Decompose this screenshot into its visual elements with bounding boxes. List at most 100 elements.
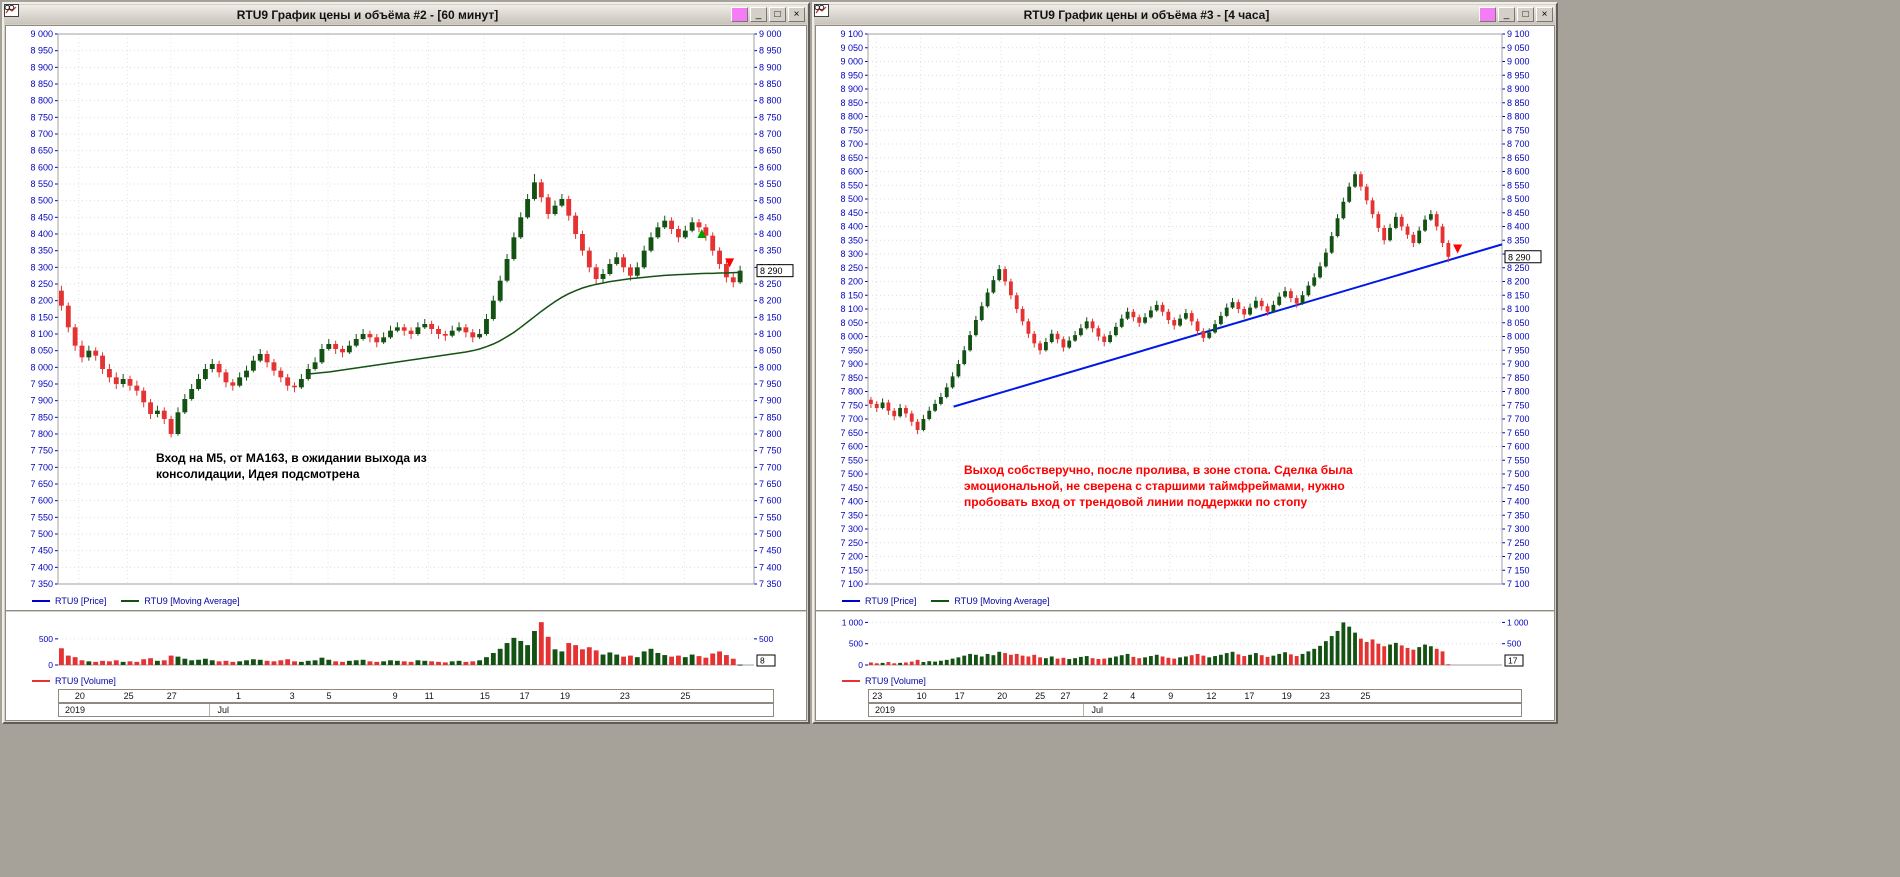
date-tick: 27 [1060,691,1071,701]
price-chart[interactable]: 7 100 7 100 7 150 7 150 7 200 7 200 7 250 7 250… [816,26,1554,594]
svg-text:8 300: 8 300 [30,262,53,272]
volume-line-swatch [842,680,860,682]
price-legend-label: RTU9 [Price] [55,596,107,606]
date-axis: 23 10 17 20 25 27 2 4 9 12 17 19 23 25 [868,689,1522,703]
svg-text:7 300: 7 300 [840,524,863,534]
svg-text:9 000: 9 000 [1507,57,1530,67]
month-divider [209,704,211,716]
svg-text:7 700: 7 700 [30,462,53,472]
svg-text:8 000: 8 000 [1507,332,1530,342]
date-tick: 10 [916,691,927,701]
maximize-button[interactable]: □ [769,7,786,22]
svg-text:7 550: 7 550 [30,512,53,522]
svg-text:7 800: 7 800 [1507,387,1530,397]
svg-text:8 350: 8 350 [759,246,782,256]
minimize-button[interactable]: _ [1498,7,1515,22]
last-price-box: 8 290 [1504,250,1542,264]
svg-text:8 850: 8 850 [840,98,863,108]
svg-text:8 400: 8 400 [30,229,53,239]
svg-text:7 100: 7 100 [1507,579,1530,589]
date-axis: 20 25 27 1 3 5 9 11 15 17 19 23 25 [58,689,774,703]
svg-text:8 900: 8 900 [759,62,782,72]
date-tick: 11 [424,691,434,701]
svg-text:8 650: 8 650 [1507,153,1530,163]
svg-text:8 350: 8 350 [30,246,53,256]
svg-text:7 200: 7 200 [1507,552,1530,562]
svg-text:7 750: 7 750 [30,446,53,456]
svg-text:7 850: 7 850 [840,373,863,383]
trend-line[interactable] [953,243,1503,408]
svg-text:8 200: 8 200 [1507,277,1530,287]
svg-text:8 550: 8 550 [759,179,782,189]
svg-text:7 750: 7 750 [759,446,782,456]
svg-text:7 650: 7 650 [1507,428,1530,438]
svg-text:8 900: 8 900 [1507,84,1530,94]
pane-splitter[interactable] [816,610,1554,613]
price-pane-legend: RTU9 [Price] RTU9 [Moving Average] [842,595,1060,607]
svg-text:7 700: 7 700 [840,414,863,424]
svg-text:7 450: 7 450 [759,546,782,556]
titlebar[interactable]: RTU9 График цены и объёма #3 - [4 часа] … [814,4,1555,24]
month-divider [1083,704,1085,716]
svg-text:8 650: 8 650 [840,153,863,163]
svg-text:7 500: 7 500 [1507,469,1530,479]
svg-text:8 500: 8 500 [1507,194,1530,204]
month-label: Jul [1091,705,1103,715]
volume-chart[interactable]: 1 000 500 0 1 000 500 17 [816,615,1554,673]
close-button[interactable]: × [1536,7,1553,22]
svg-text:8 950: 8 950 [1507,70,1530,80]
price-chart[interactable]: 7 350 7 350 7 400 7 400 7 450 7 450 7 500 7 500… [6,26,806,594]
candles-layer [59,174,743,438]
svg-text:17: 17 [1508,656,1518,666]
svg-text:7 950: 7 950 [1507,345,1530,355]
volume-grid [868,621,1502,645]
svg-text:7 600: 7 600 [1507,442,1530,452]
svg-text:8 450: 8 450 [840,208,863,218]
titlebar-buttons: _ □ × [4,4,805,22]
svg-text:8 450: 8 450 [1507,208,1530,218]
date-tick: 19 [1281,691,1292,701]
svg-text:7 950: 7 950 [840,345,863,355]
pane-splitter[interactable] [6,610,806,613]
svg-text:8 250: 8 250 [759,279,782,289]
svg-text:8 400: 8 400 [759,229,782,239]
svg-text:7 300: 7 300 [1507,524,1530,534]
year-axis: 2019 Jul [868,703,1522,717]
volume-chart[interactable]: 500 0 500 8 [6,615,806,673]
svg-text:8: 8 [760,656,765,666]
svg-text:8 450: 8 450 [30,212,53,222]
link-button[interactable] [4,4,748,22]
svg-text:7 350: 7 350 [840,510,863,520]
date-tick: 20 [997,691,1008,701]
svg-text:8 800: 8 800 [1507,112,1530,122]
svg-text:8 850: 8 850 [1507,98,1530,108]
date-tick: 23 [1319,691,1330,701]
svg-text:8 550: 8 550 [30,179,53,189]
svg-text:7 450: 7 450 [1507,483,1530,493]
price-line-swatch [32,600,50,602]
svg-text:8 350: 8 350 [1507,235,1530,245]
date-tick: 4 [1130,691,1136,701]
svg-text:7 700: 7 700 [759,462,782,472]
close-button[interactable]: × [788,7,805,22]
svg-text:8 400: 8 400 [1507,222,1530,232]
svg-text:7 650: 7 650 [759,479,782,489]
titlebar[interactable]: RTU9 График цены и объёма #2 - [60 минут… [4,4,807,24]
svg-text:8 700: 8 700 [759,129,782,139]
maximize-button[interactable]: □ [1517,7,1534,22]
svg-text:8 150: 8 150 [840,290,863,300]
date-tick: 27 [166,691,177,701]
date-tick: 17 [1244,691,1255,701]
volume-axis-labels: 500 0 500 [39,634,774,670]
svg-text:500: 500 [849,639,863,649]
svg-text:8 150: 8 150 [30,312,53,322]
volume-bars [59,622,743,666]
svg-text:7 600: 7 600 [759,496,782,506]
link-button[interactable] [814,4,1496,22]
svg-text:8 100: 8 100 [840,304,863,314]
minimize-button[interactable]: _ [750,7,767,22]
svg-text:8 950: 8 950 [30,46,53,56]
month-label: Jul [217,705,230,715]
svg-text:8 800: 8 800 [840,112,863,122]
svg-text:8 250: 8 250 [840,263,863,273]
